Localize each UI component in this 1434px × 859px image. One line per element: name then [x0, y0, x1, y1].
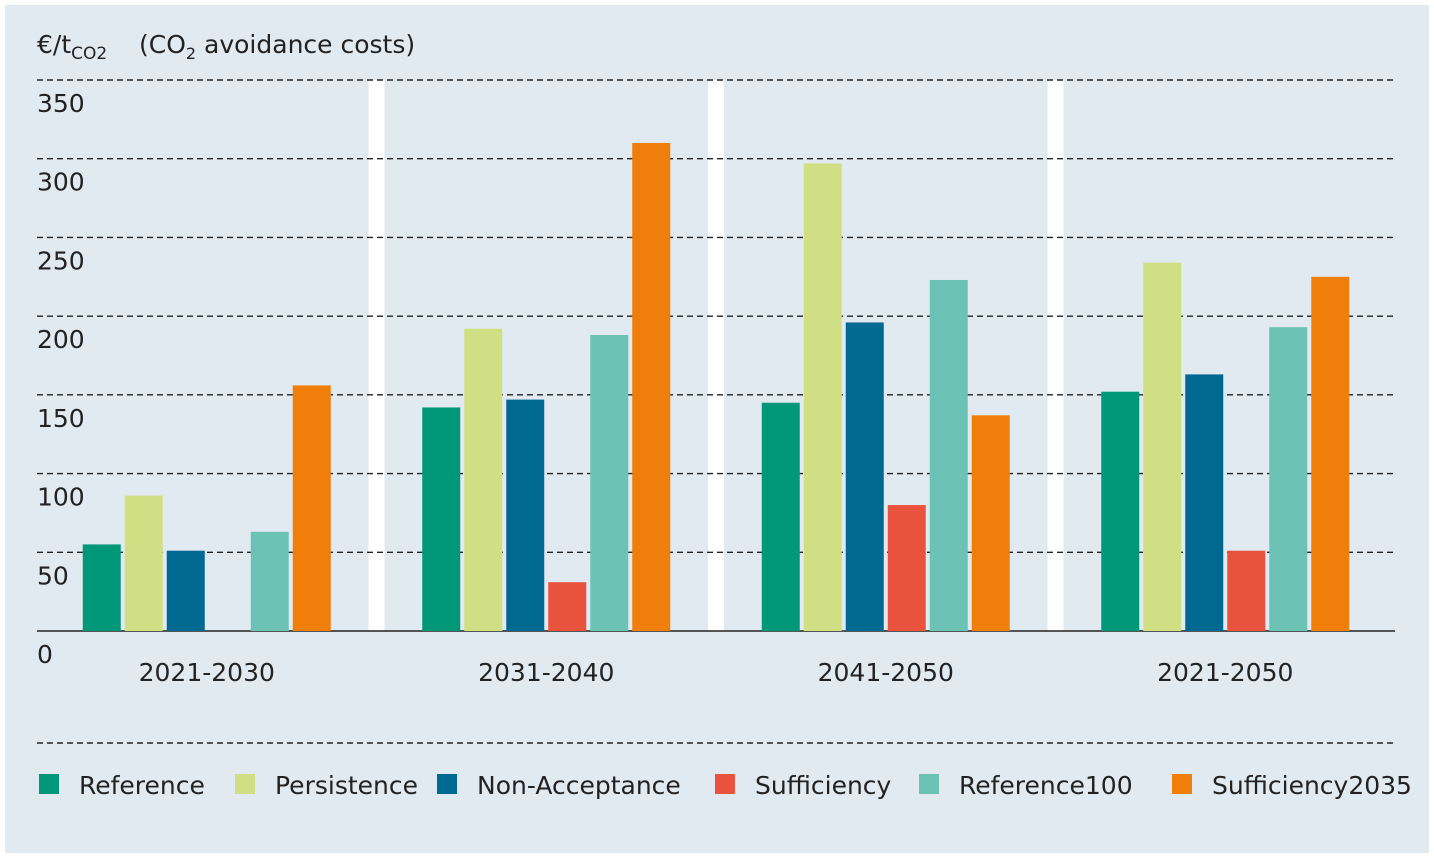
bar-reference-2021-2030 [82, 544, 121, 631]
y-tick-label: 150 [37, 404, 85, 433]
legend-swatch [235, 774, 255, 794]
legend-item-sufficiency: Sufficiency [715, 771, 892, 800]
y-tick-label: 300 [37, 168, 85, 197]
bar-sufficiency2035-2021-2050 [1311, 276, 1350, 631]
bar-sufficiency2035-2041-2050 [971, 415, 1010, 631]
y-axis-description: (CO2 avoidance costs) [139, 30, 415, 63]
legend-label: Non-Acceptance [477, 771, 681, 800]
bars [82, 142, 1350, 632]
bar-non-acceptance-2041-2050 [845, 322, 884, 631]
bar-sufficiency-2041-2050 [887, 505, 926, 631]
legend: Reference Persistence Non-Acceptance Suffic… [39, 771, 1412, 800]
bar-reference100-2041-2050 [929, 279, 968, 631]
legend-item-non-acceptance: Non-Acceptance [437, 771, 681, 800]
y-tick-label: 250 [37, 246, 85, 275]
y-desc-subscript: 2 [186, 44, 196, 63]
bar-persistence-2041-2050 [803, 163, 842, 632]
legend-swatch [715, 774, 735, 794]
bar-sufficiency2035-2031-2040 [632, 142, 671, 631]
legend-label: Sufficiency2035 [1212, 771, 1412, 800]
y-tick-label: 50 [37, 561, 69, 590]
bar-reference-2031-2040 [422, 407, 461, 631]
bar-sufficiency-2021-2050 [1227, 550, 1266, 631]
bar-persistence-2021-2030 [124, 495, 163, 631]
y-tick-label: 100 [37, 483, 85, 512]
legend-item-sufficiency2035: Sufficiency2035 [1172, 771, 1412, 800]
y-tick-label: 350 [37, 89, 85, 118]
y-unit-main: €/t [37, 30, 71, 59]
chart-panel: 0 50 100 150 200 250 300 350 2021-2030 2031-2040 2… [5, 5, 1429, 853]
bar-chart: 0 50 100 150 200 250 300 350 2021-2030 2031-2040 2… [37, 30, 1412, 800]
legend-item-reference: Reference [39, 771, 205, 800]
legend-swatch [39, 774, 59, 794]
bar-non-acceptance-2031-2040 [506, 399, 545, 631]
bar-sufficiency2035-2021-2030 [292, 385, 331, 631]
bar-persistence-2021-2050 [1143, 262, 1182, 631]
legend-item-reference100: Reference100 [919, 771, 1133, 800]
group-separator [1047, 80, 1064, 631]
legend-label: Sufficiency [755, 771, 892, 800]
bar-reference-2041-2050 [761, 402, 800, 631]
x-category-label: 2031-2040 [478, 658, 614, 687]
bar-non-acceptance-2021-2050 [1185, 374, 1224, 631]
x-category-label: 2021-2030 [139, 658, 275, 687]
x-category-label: 2041-2050 [818, 658, 954, 687]
y-desc-post: avoidance costs) [196, 30, 415, 59]
legend-label: Persistence [275, 771, 418, 800]
legend-swatch [437, 774, 457, 794]
bar-non-acceptance-2021-2030 [166, 550, 205, 631]
bar-sufficiency-2031-2040 [548, 582, 587, 631]
y-tick-label: 200 [37, 325, 85, 354]
bar-persistence-2031-2040 [464, 328, 503, 631]
legend-swatch [1172, 774, 1192, 794]
y-axis-unit-label: €/tCO2 [37, 30, 107, 64]
bar-reference100-2031-2040 [590, 335, 629, 631]
axis-labels: 0 50 100 150 200 250 300 350 2021-2030 2031-2040 2… [37, 89, 1293, 687]
x-category-label: 2021-2050 [1157, 658, 1293, 687]
group-separators [368, 80, 1064, 631]
group-separator [708, 80, 724, 631]
group-separator [368, 80, 385, 631]
y-tick-label: 0 [37, 640, 53, 669]
legend-label: Reference [79, 771, 205, 800]
y-desc-pre: (CO [139, 30, 186, 59]
y-unit-subscript: CO2 [71, 44, 107, 64]
legend-label: Reference100 [959, 771, 1133, 800]
legend-item-persistence: Persistence [235, 771, 418, 800]
bar-reference100-2021-2030 [250, 531, 289, 631]
legend-swatch [919, 774, 939, 794]
bar-reference-2021-2050 [1101, 391, 1140, 631]
bar-reference100-2021-2050 [1269, 327, 1308, 631]
